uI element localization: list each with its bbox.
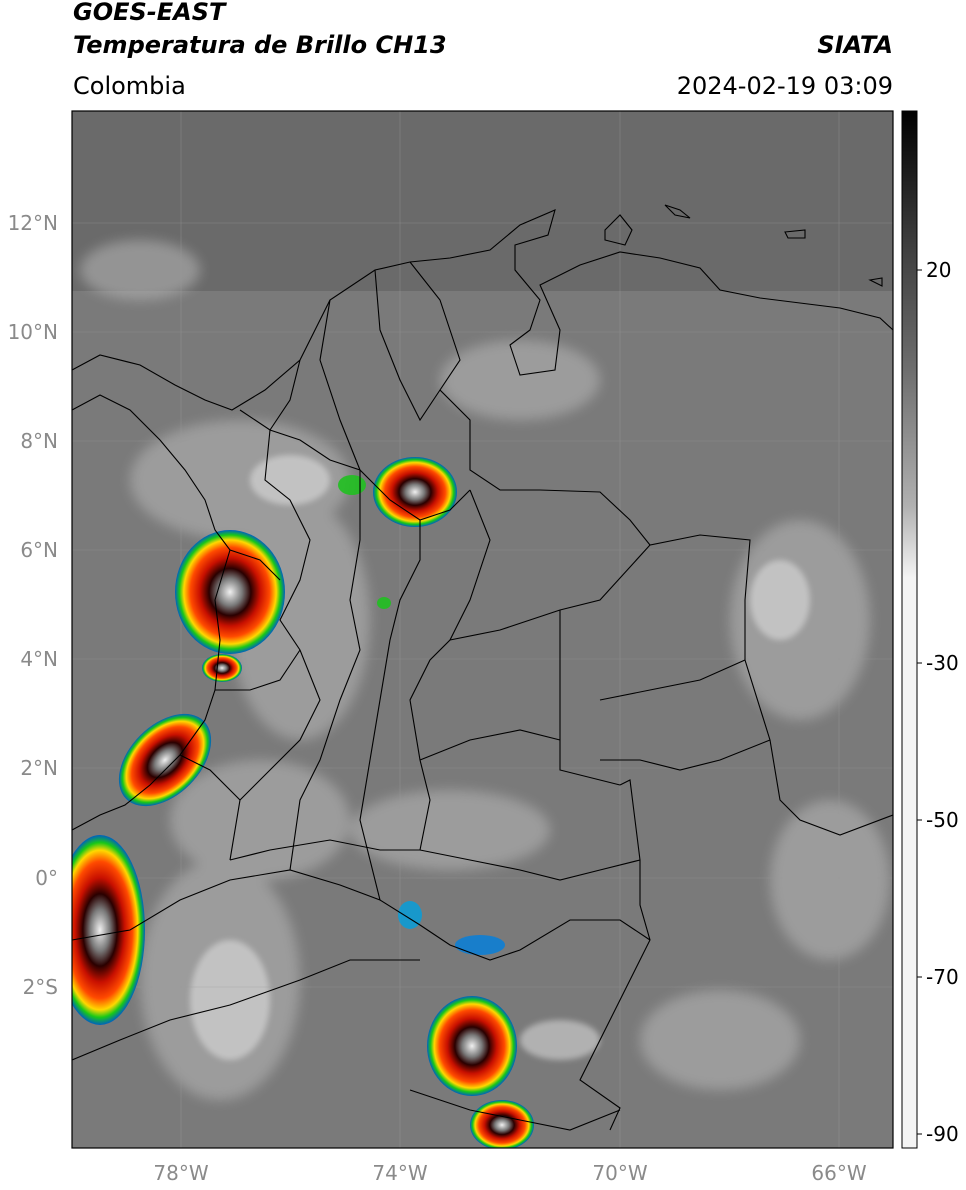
lat-label: 12°N xyxy=(8,211,58,235)
colorbar-label: -90 xyxy=(926,1122,959,1146)
storm-cell xyxy=(470,1100,534,1148)
colorbar-scale xyxy=(901,110,918,1149)
map-image xyxy=(72,111,893,1148)
org-label: SIATA xyxy=(817,31,893,59)
colorbar-label: -70 xyxy=(926,965,959,989)
lon-label: 70°W xyxy=(592,1161,647,1185)
satellite-title: GOES-EAST xyxy=(73,0,226,26)
lon-label: 78°W xyxy=(153,1161,208,1185)
storm-cell xyxy=(72,835,145,1025)
lat-label: 8°N xyxy=(20,429,58,453)
lon-label: 74°W xyxy=(372,1161,427,1185)
gridlines xyxy=(72,111,893,1148)
lat-label: 10°N xyxy=(8,320,58,344)
lat-label: 6°N xyxy=(20,538,58,562)
lat-axis: 12°N 10°N 8°N 6°N 4°N 2°N 0° 2°S xyxy=(8,211,58,999)
storm-cell xyxy=(427,996,517,1096)
colorbar-label: 20 xyxy=(926,258,951,282)
lat-label: 2°N xyxy=(20,756,58,780)
product-title: Temperatura de Brillo CH13 xyxy=(73,31,447,59)
storm-cell xyxy=(175,530,285,654)
region-label: Colombia xyxy=(73,72,186,100)
lat-label: 4°N xyxy=(20,647,58,671)
storm-cell xyxy=(118,713,212,807)
colorbar-label: -30 xyxy=(926,651,959,675)
lat-label: 0° xyxy=(35,866,58,890)
storm-cell xyxy=(373,457,457,527)
storm-cell xyxy=(202,654,242,682)
datetime-label: 2024-02-19 03:09 xyxy=(676,72,893,100)
colorbar-label: -50 xyxy=(926,808,959,832)
lon-axis: 78°W 74°W 70°W 66°W xyxy=(153,1161,866,1185)
storm-cells xyxy=(72,457,534,1148)
lon-label: 66°W xyxy=(811,1161,866,1185)
map-frame xyxy=(71,110,894,1149)
lat-label: 2°S xyxy=(23,975,58,999)
colorbar: 20 -30 -50 -70 -90 xyxy=(901,110,959,1149)
borders xyxy=(72,204,893,1131)
